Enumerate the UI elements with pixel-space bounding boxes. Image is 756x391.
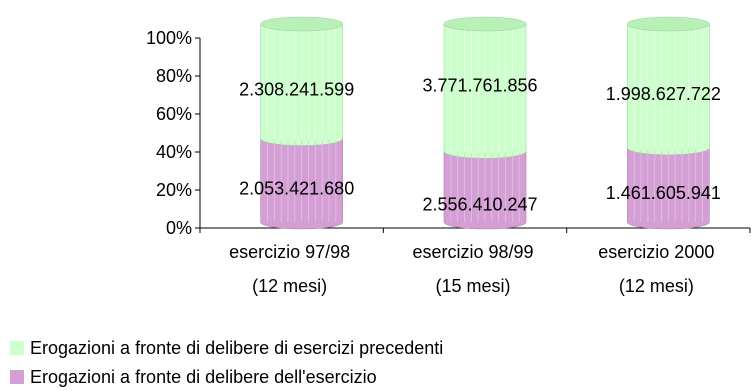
cylinder-top-cap: [260, 16, 343, 32]
bar-group: [627, 16, 710, 230]
chart-data-labels: 2.053.421.680 2.308.241.599 2.556.410.247 3…: [239, 76, 721, 215]
cylinder-top-cap: [443, 16, 527, 32]
y-tick-label: 40%: [156, 142, 192, 162]
legend-label-current-year: Erogazioni a fronte di delibere dell'ese…: [30, 366, 377, 387]
data-label-current-year: 2.053.421.680: [239, 178, 354, 198]
x-tick-label: (12 mesi): [252, 276, 327, 296]
x-tick-label: (15 mesi): [435, 276, 510, 296]
x-tick-label: esercizio 97/98: [229, 242, 350, 262]
bar-group: [443, 16, 527, 230]
y-tick-label: 100%: [146, 28, 192, 48]
legend-label-previous-years: Erogazioni a fronte di delibere di eserc…: [30, 337, 444, 358]
legend-item-current-year: Erogazioni a fronte di delibere dell'ese…: [10, 367, 377, 387]
legend-item-previous-years: Erogazioni a fronte di delibere di eserc…: [10, 338, 443, 358]
y-tick-label: 80%: [156, 66, 192, 86]
data-label-previous-years: 1.998.627.722: [606, 84, 721, 104]
y-tick-label: 0%: [166, 218, 192, 238]
cylinder-top-cap: [627, 16, 710, 32]
chart-axes: 0% 20% 40% 60% 80% 100% esercizio 97/98 (12 mes…: [146, 28, 751, 296]
legend-swatch-purple: [10, 370, 24, 384]
x-tick-label: (12 mesi): [619, 276, 694, 296]
data-label-current-year: 2.556.410.247: [422, 195, 537, 215]
y-tick-label: 20%: [156, 180, 192, 200]
x-tick-label: esercizio 2000: [598, 242, 714, 262]
data-label-previous-years: 2.308.241.599: [239, 79, 354, 99]
legend-swatch-green: [10, 341, 24, 355]
y-tick-label: 60%: [156, 104, 192, 124]
bar-group: [260, 16, 343, 230]
x-tick-label: esercizio 98/99: [412, 242, 533, 262]
data-label-previous-years: 3.771.761.856: [422, 76, 537, 96]
chart-bars: [260, 16, 710, 230]
data-label-current-year: 1.461.605.941: [606, 183, 721, 203]
